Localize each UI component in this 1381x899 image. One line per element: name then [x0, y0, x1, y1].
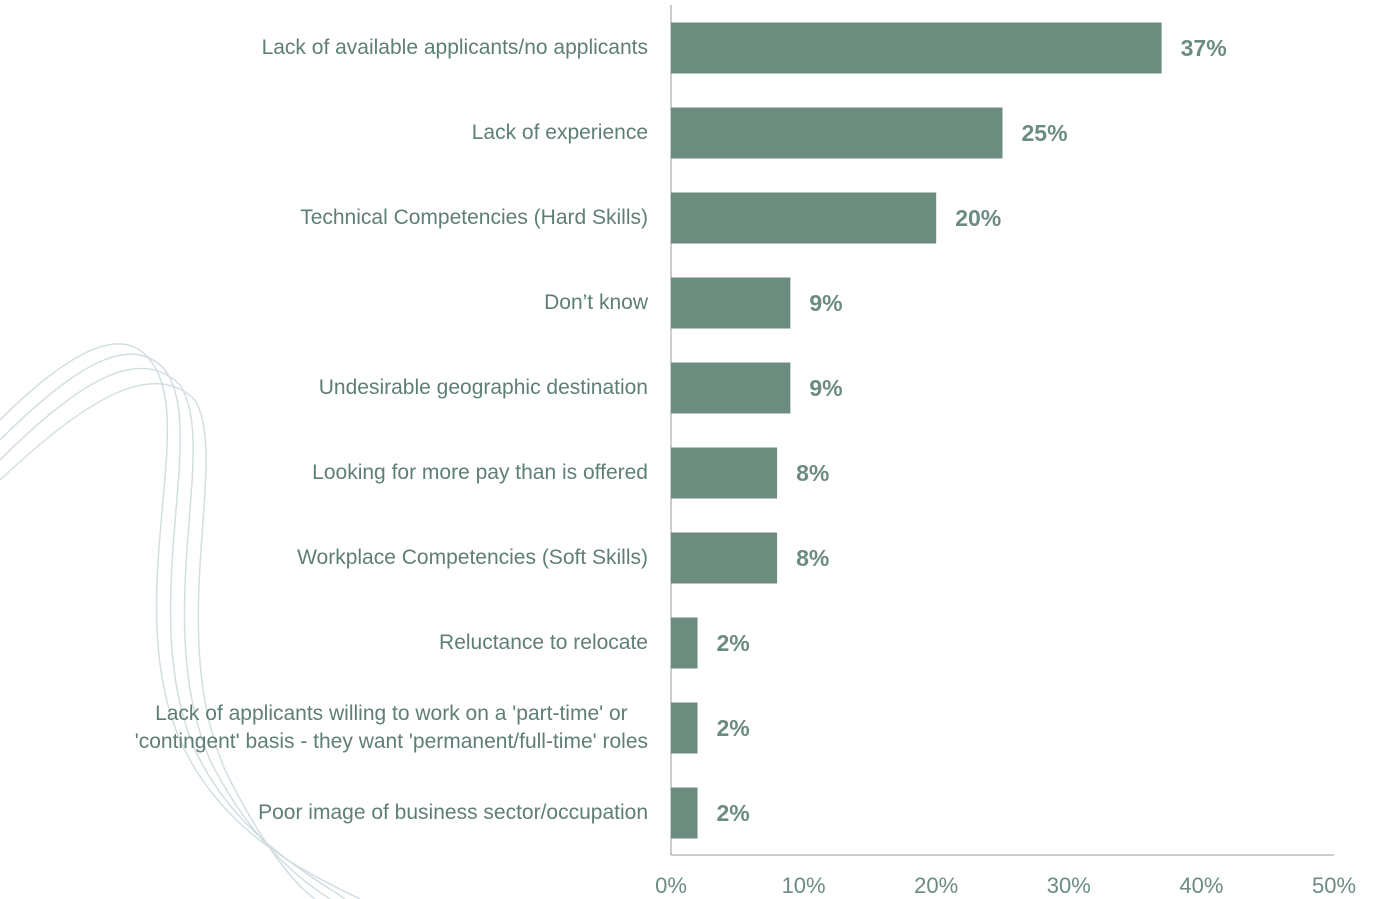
value-label: 20% [955, 205, 1001, 231]
category-label: Poor image of business sector/occupation [258, 799, 648, 827]
category-label: Undesirable geographic destination [319, 374, 648, 402]
bar [671, 23, 1162, 74]
category-label: Workplace Competencies (Soft Skills) [297, 544, 648, 572]
x-tick-label: 50% [1312, 873, 1356, 898]
x-tick-label: 0% [655, 873, 687, 898]
category-label: Lack of available applicants/no applican… [262, 34, 648, 62]
value-label: 2% [717, 800, 750, 826]
value-label: 2% [717, 630, 750, 656]
category-label: Lack of applicants willing to work on a … [135, 700, 648, 756]
category-label: Technical Competencies (Hard Skills) [300, 204, 648, 232]
bar [671, 618, 698, 669]
bar [671, 278, 790, 329]
category-label: Reluctance to relocate [439, 629, 648, 657]
x-tick-label: 10% [782, 873, 826, 898]
x-tick-label: 20% [914, 873, 958, 898]
bar [671, 193, 936, 244]
value-label: 9% [809, 290, 842, 316]
bar [671, 448, 777, 499]
category-label: Looking for more pay than is offered [312, 459, 648, 487]
chart: 0% 10% 20% 30% 40% 50% 37% 25% 20% 9% 9% 8% 8% 2% 2% 2% [0, 0, 1381, 899]
value-label: 2% [717, 715, 750, 741]
bar [671, 108, 1003, 159]
value-label: 8% [796, 545, 829, 571]
bar [671, 703, 698, 754]
value-label: 37% [1181, 35, 1227, 61]
bar [671, 363, 790, 414]
bar [671, 533, 777, 584]
value-label: 9% [809, 375, 842, 401]
bar [671, 788, 698, 839]
value-label: 25% [1022, 120, 1068, 146]
page: 0% 10% 20% 30% 40% 50% 37% 25% 20% 9% 9% 8% 8% 2% 2% 2%… [0, 0, 1381, 899]
category-label: Don’t know [544, 289, 648, 317]
x-tick-label: 40% [1179, 873, 1223, 898]
category-label: Lack of experience [472, 119, 648, 147]
value-label: 8% [796, 460, 829, 486]
x-tick-label: 30% [1047, 873, 1091, 898]
